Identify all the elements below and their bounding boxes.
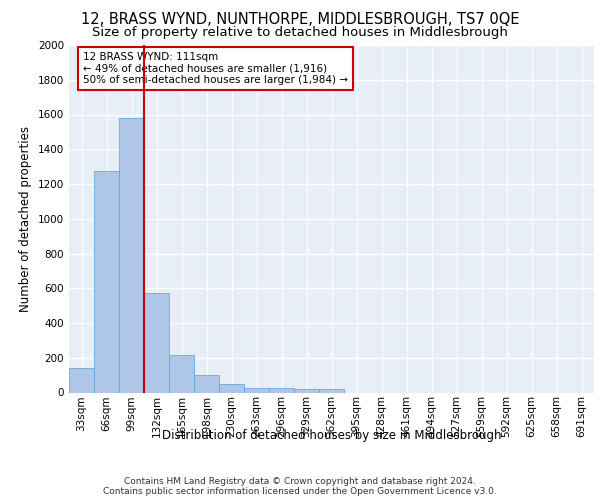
Text: Distribution of detached houses by size in Middlesbrough: Distribution of detached houses by size …: [162, 430, 501, 442]
Bar: [169, 355, 194, 393]
Bar: [294, 389, 319, 392]
Text: Contains HM Land Registry data © Crown copyright and database right 2024.
Contai: Contains HM Land Registry data © Crown c…: [103, 476, 497, 496]
Bar: [244, 388, 269, 392]
Bar: [69, 368, 94, 392]
Bar: [319, 389, 344, 392]
Text: 12 BRASS WYND: 111sqm
← 49% of detached houses are smaller (1,916)
50% of semi-d: 12 BRASS WYND: 111sqm ← 49% of detached …: [83, 52, 348, 85]
Text: 12, BRASS WYND, NUNTHORPE, MIDDLESBROUGH, TS7 0QE: 12, BRASS WYND, NUNTHORPE, MIDDLESBROUGH…: [81, 12, 519, 28]
Text: Size of property relative to detached houses in Middlesbrough: Size of property relative to detached ho…: [92, 26, 508, 39]
Bar: [194, 375, 219, 392]
Bar: [144, 294, 169, 392]
Bar: [219, 384, 244, 392]
Bar: [269, 388, 294, 392]
Bar: [94, 171, 119, 392]
Bar: [119, 118, 144, 392]
Y-axis label: Number of detached properties: Number of detached properties: [19, 126, 32, 312]
